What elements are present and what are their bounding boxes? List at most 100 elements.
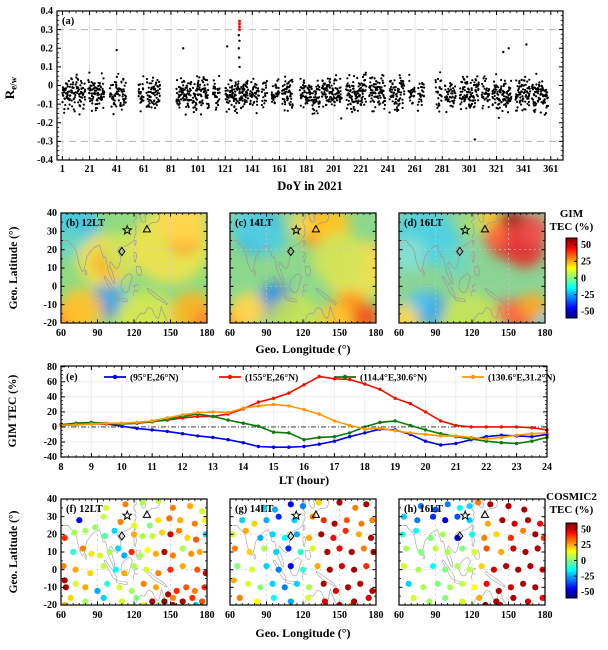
svg-text:1: 1 — [60, 164, 65, 175]
panel-a-xlabel: DoY in 2021 — [277, 179, 343, 193]
site-markers — [118, 509, 152, 541]
map-f-label: (f) 12LT — [66, 504, 103, 515]
panel-a-axes: 1 21 41 61 81 101 121 141 161 181 201 221 241 261 281 3… — [2, 6, 564, 193]
svg-text:-50: -50 — [581, 587, 594, 598]
svg-text:61: 61 — [139, 164, 149, 175]
svg-text:201: 201 — [326, 164, 341, 175]
svg-text:22: 22 — [481, 462, 491, 473]
svg-text:20: 20 — [421, 462, 431, 473]
svg-text:361: 361 — [543, 164, 558, 175]
svg-text:181: 181 — [299, 164, 314, 175]
svg-text:24: 24 — [542, 462, 552, 473]
svg-text:50: 50 — [581, 240, 591, 251]
site-markers — [456, 224, 490, 257]
triangle-marker-icon — [311, 509, 321, 518]
svg-text:180: 180 — [538, 610, 553, 621]
map-axes-bcd1: 60 90 120 150 180 — [225, 212, 384, 339]
legend-entry-2: (114.4°E,30.6°N) — [360, 373, 427, 384]
site-markers — [456, 509, 490, 541]
svg-text:90: 90 — [262, 610, 272, 621]
diamond-marker-icon — [118, 531, 126, 541]
svg-text:TEC (%): TEC (%) — [550, 221, 594, 233]
svg-text:81: 81 — [166, 164, 176, 175]
colorbar-title: COSMIC2 — [546, 491, 597, 503]
star-marker-icon — [121, 509, 133, 521]
map-c — [230, 213, 376, 323]
diamond-marker-icon — [456, 246, 464, 257]
svg-text:8: 8 — [59, 462, 64, 473]
coastlines — [399, 499, 507, 605]
panel-a-scatter-points — [61, 34, 550, 141]
legend-entry-1: (155°E,26°N) — [245, 373, 298, 384]
coastlines — [61, 213, 169, 323]
svg-text:-0.4: -0.4 — [37, 155, 53, 166]
svg-text:0.1: 0.1 — [41, 62, 54, 73]
svg-text:321: 321 — [489, 164, 504, 175]
coastlines — [230, 213, 338, 323]
svg-text:41: 41 — [112, 164, 122, 175]
panel-e-xlabel: LT (hour) — [279, 473, 329, 487]
svg-text:150: 150 — [501, 328, 516, 339]
svg-text:180: 180 — [538, 328, 553, 339]
panel-a-reference-lines — [57, 29, 563, 142]
svg-text:0.4: 0.4 — [41, 6, 54, 17]
map-b-label: (b) 12LT — [66, 218, 105, 229]
tec-heatmap-blobs — [230, 213, 376, 323]
svg-text:20: 20 — [47, 407, 57, 418]
svg-text:16: 16 — [299, 462, 309, 473]
svg-text:241: 241 — [381, 164, 396, 175]
panel-a-label: (a) — [62, 16, 75, 27]
map-gridlines — [230, 213, 376, 323]
svg-text:101: 101 — [191, 164, 206, 175]
svg-text:150: 150 — [163, 610, 178, 621]
svg-text:20: 20 — [47, 245, 57, 256]
svg-text:0: 0 — [581, 273, 586, 284]
series-3 — [59, 402, 549, 441]
svg-text:150: 150 — [332, 328, 347, 339]
star-marker-icon — [290, 224, 302, 236]
svg-text:0: 0 — [52, 422, 57, 433]
row-gim-maps: 60 90 120 150 180 40 30 20 10 0 -10 -20 (b) 12LT 60 90… — [8, 208, 594, 356]
svg-text:221: 221 — [353, 164, 368, 175]
star-marker-icon — [459, 509, 471, 521]
coastlines — [399, 213, 507, 323]
svg-text:25: 25 — [581, 540, 591, 551]
svg-text:40: 40 — [47, 392, 57, 403]
svg-text:180: 180 — [369, 610, 384, 621]
svg-text:60: 60 — [394, 328, 404, 339]
svg-text:60: 60 — [225, 610, 235, 621]
svg-text:0: 0 — [52, 282, 57, 293]
cosmic-row-ylabel: Geo. Latitude (°) — [8, 510, 20, 593]
diamond-marker-icon — [287, 246, 295, 257]
diamond-marker-icon — [118, 246, 126, 257]
svg-text:40: 40 — [47, 208, 57, 219]
colorbar-title: GIM — [560, 208, 584, 220]
svg-text:25: 25 — [581, 257, 591, 268]
svg-text:90: 90 — [262, 328, 272, 339]
gim-row-xlabel: Geo. Longitude (°) — [255, 342, 350, 356]
svg-text:13: 13 — [208, 462, 218, 473]
svg-text:-0.3: -0.3 — [37, 137, 53, 148]
svg-text:-50: -50 — [581, 307, 594, 318]
cosmic2-dots — [230, 499, 376, 605]
svg-text:19: 19 — [390, 462, 400, 473]
map-h-label: (h) 16LT — [404, 504, 443, 515]
svg-text:150: 150 — [163, 328, 178, 339]
svg-text:10: 10 — [117, 462, 127, 473]
map-axes-fgh2: 60 90 120 150 180 — [394, 498, 553, 621]
svg-text:0.3: 0.3 — [41, 25, 54, 36]
svg-text:10: 10 — [47, 263, 57, 274]
svg-text:-25: -25 — [581, 290, 594, 301]
star-marker-icon — [290, 509, 302, 521]
triangle-marker-icon — [142, 509, 152, 518]
panel-a-ylabel: Re/w — [2, 76, 19, 99]
svg-text:161: 161 — [272, 164, 287, 175]
panel-e-ylabel: GIM TEC (%) — [7, 375, 19, 448]
triangle-marker-icon — [480, 509, 490, 518]
svg-text:0: 0 — [48, 81, 53, 92]
map-axes-bcd2: 60 90 120 150 180 — [394, 212, 553, 339]
svg-text:120: 120 — [296, 610, 311, 621]
panel-e-label: (e) — [66, 372, 78, 383]
